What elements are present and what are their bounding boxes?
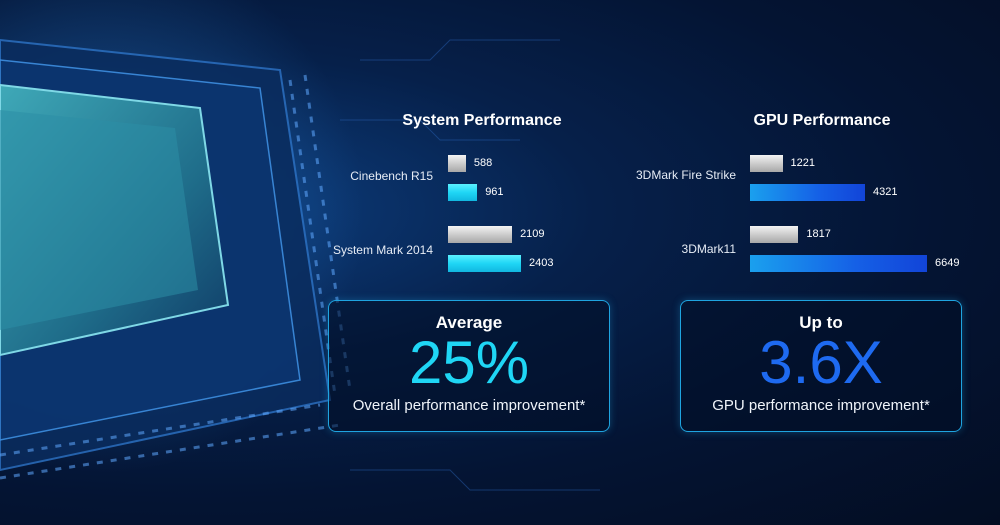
summary-heading: Average [435, 313, 503, 332]
category-label: System Mark 2014 [332, 243, 433, 257]
chart-title: System Performance [402, 112, 562, 129]
improved-bar [750, 255, 927, 272]
bar-value-label: 6649 [935, 257, 960, 269]
baseline-bar [750, 226, 799, 243]
summary-heading: Up to [799, 313, 843, 332]
baseline-bar [448, 226, 513, 243]
chart-title: GPU Performance [753, 112, 891, 129]
summary-value: 3.6X [759, 329, 883, 396]
category-label: 3DMark11 [681, 242, 736, 256]
improved-bar [750, 184, 866, 201]
baseline-bar [448, 155, 466, 172]
improved-bar [448, 255, 521, 272]
bar-value-label: 2109 [520, 228, 545, 240]
bar-value-label: 2403 [529, 257, 554, 269]
bar-value-label: 1221 [790, 157, 815, 169]
bar-value-label: 1817 [806, 228, 831, 240]
gpu-summary-box: Up to 3.6X GPU performance improvement* [680, 300, 962, 432]
summary-value: 25% [408, 329, 530, 396]
category-label: Cinebench R15 [350, 169, 433, 183]
summary-caption: GPU performance improvement* [712, 397, 930, 414]
bar-value-label: 4321 [873, 186, 898, 198]
bar-value-label: 961 [485, 186, 504, 198]
system-summary-box: Average 25% Overall performance improvem… [328, 300, 610, 432]
baseline-bar [750, 155, 783, 172]
improved-bar [448, 184, 478, 201]
summary-caption: Overall performance improvement* [352, 397, 586, 414]
bar-value-label: 588 [473, 157, 493, 169]
category-label: 3DMark Fire Strike [635, 168, 736, 182]
